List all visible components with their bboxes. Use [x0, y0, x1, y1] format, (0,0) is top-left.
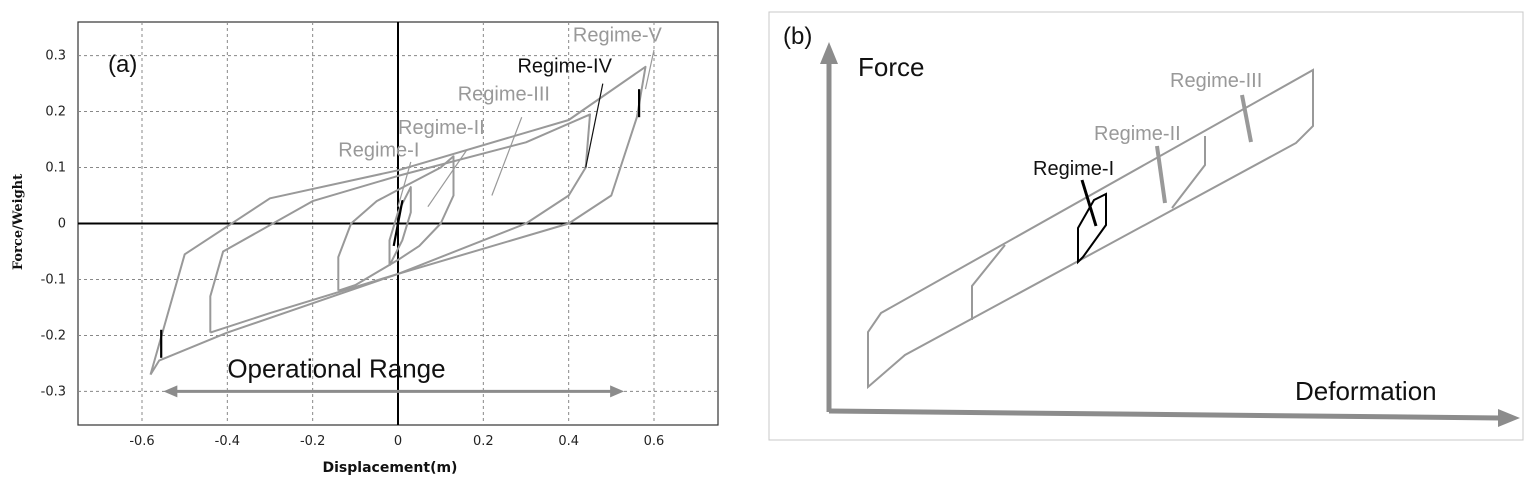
regime-i-pointer-b — [1080, 179, 1098, 227]
regime-pointer-a — [491, 116, 523, 196]
y-tick-label: -0.3 — [41, 384, 66, 399]
y-tick-label: 0 — [58, 217, 66, 232]
middle-loop-right-b — [1171, 136, 1206, 209]
operational-range-left-arrowhead — [163, 385, 178, 398]
panel-frame-b — [768, 11, 1524, 441]
regime-iii-pointer-b — [1240, 94, 1253, 143]
x-tick-label: -0.6 — [129, 434, 154, 449]
regime-label-a: Regime-III — [458, 83, 550, 105]
operational-range-label: Operational Range — [227, 353, 445, 383]
y-axis-title-b: Force — [858, 52, 924, 82]
y-arrowhead-b — [820, 42, 838, 64]
regime-pointer-a — [585, 83, 604, 168]
regime-i-label-b: Regime-I — [1033, 158, 1114, 180]
regime-label-a: Regime-II — [398, 117, 485, 139]
regime-label-a: Regime-I — [338, 139, 419, 161]
x-arrowhead-b — [1498, 409, 1520, 427]
regime-ii-label-b: Regime-II — [1094, 123, 1181, 145]
regime-ii-pointer-b — [1155, 145, 1167, 204]
y-tick-label: -0.1 — [41, 272, 66, 287]
regime-labels-a: Regime-V Regime-IV Regime-III Regime-IIRegi… — [338, 25, 663, 208]
y-axis-title-a: Force/Weight — [11, 174, 26, 270]
x-tick-label: 0.4 — [558, 434, 579, 449]
regime-iii-label-b: Regime-III — [1170, 70, 1262, 92]
x-axis-title-b: Deformation — [1295, 376, 1437, 406]
regime-pointer-a — [427, 150, 467, 208]
regime-label-a: Regime-IV — [517, 55, 612, 77]
hysteresis-loop-2 — [337, 155, 455, 292]
operational-range-a: Operational Range — [163, 353, 625, 398]
hysteresis-loop-4 — [392, 200, 404, 247]
regime-label-a: Regime-V — [573, 25, 663, 47]
hysteresis-loop-0 — [149, 65, 647, 376]
y-tick-label: 0.2 — [45, 105, 66, 120]
x-tick-label: 0 — [394, 434, 402, 449]
panel-label-b: (b) — [783, 23, 812, 50]
x-axis-arrow-b — [828, 408, 1501, 421]
y-tick-label: 0.3 — [45, 49, 66, 64]
series-group-a — [149, 65, 647, 376]
y-tick-label: -0.2 — [41, 328, 66, 343]
x-tick-label: -0.2 — [300, 434, 325, 449]
panel-a-chart: -0.6 -0.4 -0.2 0 0.2 0.4 0.6 0.3 0.2 0.1 0 -0.1 -0.2… — [11, 21, 719, 476]
middle-loop-left-b — [971, 244, 1006, 320]
operational-range-right-arrowhead — [610, 385, 625, 398]
x-tick-label: 0.6 — [644, 434, 665, 449]
outer-loop-b — [867, 68, 1314, 390]
regime-pointer-a — [397, 161, 412, 207]
y-tick-label: 0.1 — [45, 161, 66, 176]
x-axis-title-a: Displacement(m) — [323, 460, 458, 476]
x-tick-label: 0.2 — [473, 434, 494, 449]
regime-i-loop-b — [1077, 192, 1107, 265]
hysteresis-loop-3 — [388, 186, 412, 266]
regime-pointer-a — [644, 49, 655, 90]
panel-b-diagram: (b) Force Deformation Regime-III Regime-… — [768, 11, 1524, 441]
tick-labels-a: -0.6 -0.4 -0.2 0 0.2 0.4 0.6 0.3 0.2 0.1 0 -0.1 -0.2… — [41, 49, 665, 449]
hysteresis-loop-1 — [209, 113, 591, 334]
panel-label-a: (a) — [108, 51, 137, 78]
x-tick-label: -0.4 — [215, 434, 240, 449]
